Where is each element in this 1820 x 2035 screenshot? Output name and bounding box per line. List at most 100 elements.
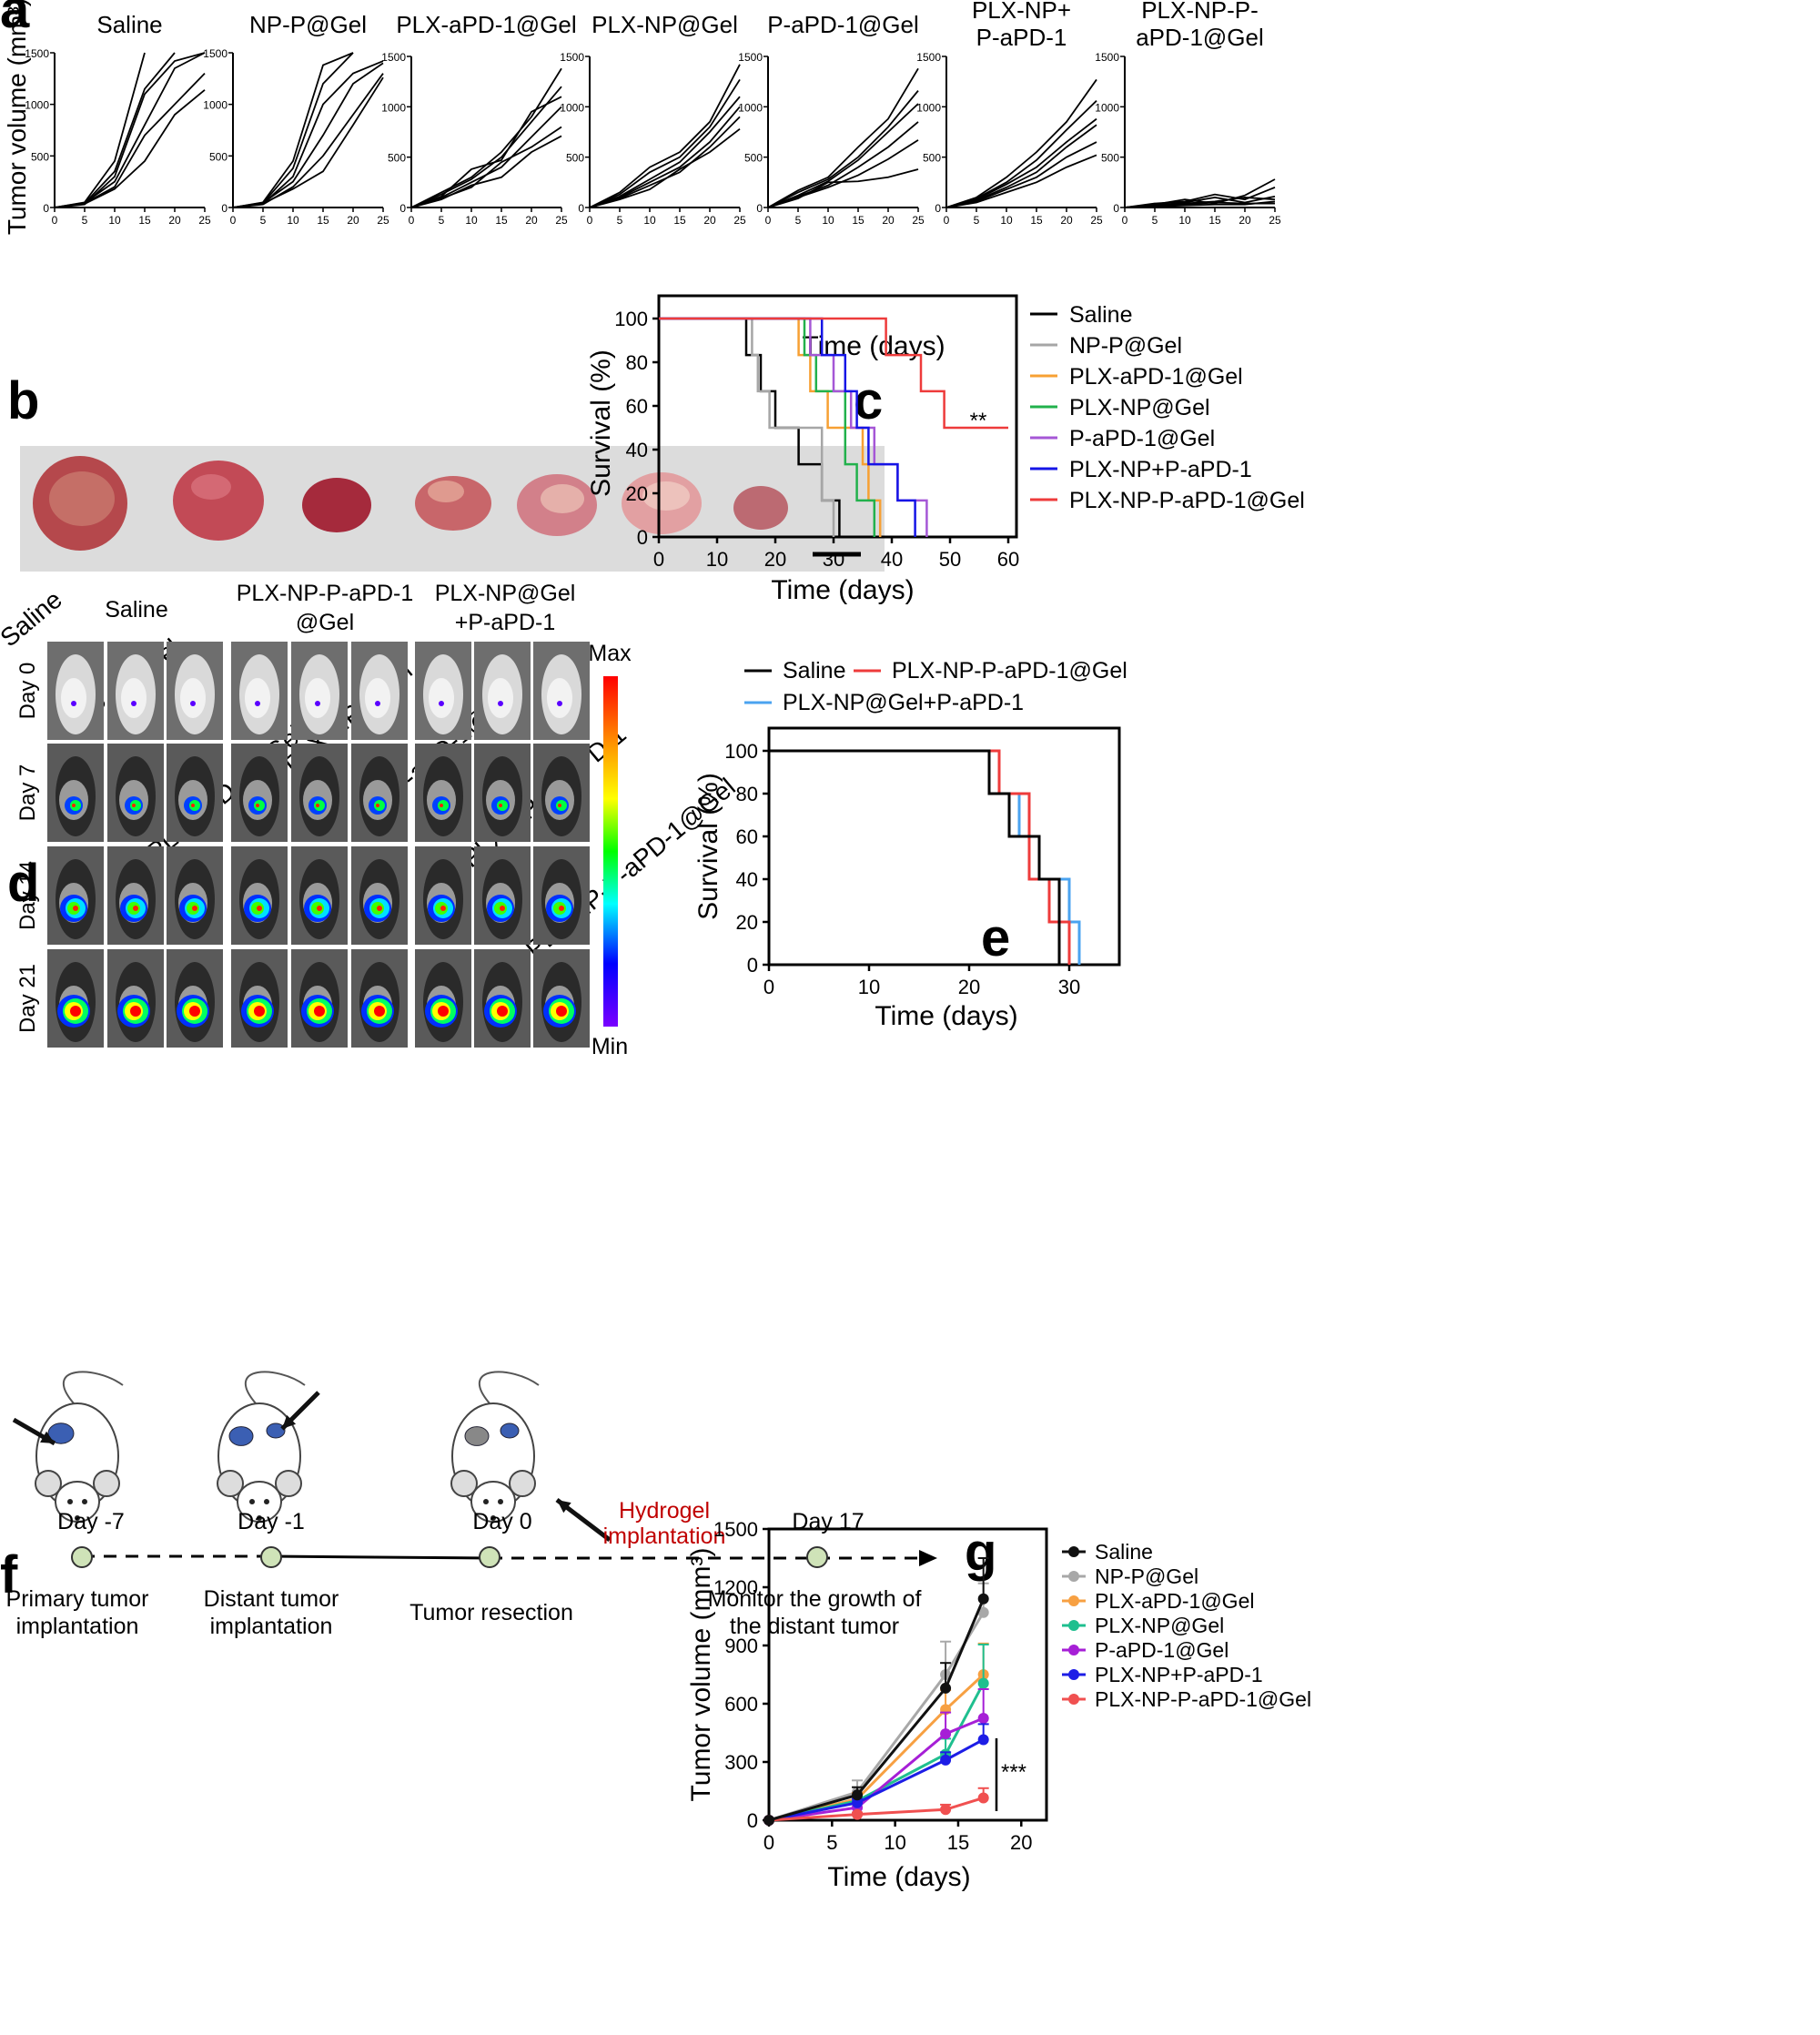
subplot-a-1: NP-P@Gel 0 500 1000 1500 0 5 10 15 20 25 <box>203 11 389 227</box>
legend-label: PLX-NP-P-aPD-1@Gel <box>1069 488 1305 513</box>
x-tick-label: 15 <box>947 1831 969 1854</box>
x-tick-label: 15 <box>852 214 864 227</box>
series-line-3 <box>232 62 384 208</box>
y-tick-label: 1000 <box>1095 101 1119 114</box>
x-tick-label: 25 <box>1269 214 1281 227</box>
x-tick-label: 0 <box>653 548 664 571</box>
series-line-3 <box>1124 197 1276 208</box>
mouse-belly <box>365 678 390 718</box>
mouse-illustration <box>35 1371 124 1523</box>
bioluminescence-signal <box>133 906 138 911</box>
timeline-description-line: the distant tumor <box>730 1614 899 1639</box>
x-tick-label: 25 <box>377 214 389 227</box>
series-line-1 <box>589 78 741 208</box>
growth-line-2 <box>768 1673 985 1822</box>
tumor-plx-np-p-apd1-gel <box>733 486 788 530</box>
panel-letter-d: d <box>7 854 39 913</box>
mouse-eye <box>483 1499 489 1504</box>
plot-frame <box>767 726 1121 967</box>
x-tick-label: 15 <box>1030 214 1043 227</box>
y-tick-label: 1000 <box>560 101 584 114</box>
y-tick-label: 40 <box>626 439 648 461</box>
x-tick-label: 15 <box>1208 214 1221 227</box>
x-tick-label: 0 <box>587 214 593 227</box>
group-title-line: PLX-NP-P-aPD-1 <box>237 581 414 606</box>
timeline-description: Distant tumor implantation <box>204 1586 339 1639</box>
panel-letter-b: b <box>7 371 39 430</box>
data-point <box>852 1797 864 1808</box>
timeline-description-line: implantation <box>16 1614 139 1639</box>
data-point <box>977 1677 989 1689</box>
timeline-day: Day -1 <box>238 1509 305 1534</box>
series-line-3 <box>945 124 1097 208</box>
y-tick-label: 0 <box>637 526 648 549</box>
subplot-a-4: P-aPD-1@Gel 0 500 1000 1500 0 5 10 15 20 25 <box>738 11 925 227</box>
mouse-image <box>415 949 471 1048</box>
data-point <box>977 1713 989 1724</box>
y-axis-label: Survival (%) <box>586 349 616 497</box>
x-tick-label: 0 <box>763 1831 774 1854</box>
bioluminescence-signal <box>131 701 136 706</box>
panel-letter-g: g <box>965 1523 996 1582</box>
x-tick-label: 25 <box>912 214 925 227</box>
x-tick-label: 10 <box>287 214 299 227</box>
y-tick-label: 1000 <box>916 101 941 114</box>
data-point <box>977 1792 989 1804</box>
data-point <box>977 1734 989 1746</box>
subplot-title: PLX-aPD-1@Gel <box>396 11 576 38</box>
x-tick-label: 20 <box>347 214 359 227</box>
bioluminescence-signal <box>315 701 320 706</box>
series-line-0 <box>589 64 741 208</box>
color-scale-min: Min <box>592 1034 628 1059</box>
y-tick-label: 0 <box>747 954 758 977</box>
x-tick-label: 15 <box>138 214 151 227</box>
mouse-image <box>533 744 590 842</box>
bioluminescence-signal <box>190 701 196 706</box>
tumor-photo <box>33 456 861 557</box>
panel-letter-f: f <box>0 1545 18 1605</box>
x-tick-label: 10 <box>1000 214 1013 227</box>
series-line-2 <box>589 96 741 208</box>
timeline-arrowhead <box>919 1550 937 1566</box>
y-tick-label: 0 <box>935 202 941 215</box>
series-line-3 <box>410 106 562 208</box>
x-tick-label: 60 <box>997 548 1019 571</box>
panel-letter-e: e <box>981 908 1010 967</box>
data-point <box>977 1593 989 1605</box>
x-tick-label: 5 <box>795 214 802 227</box>
mouse-belly <box>245 678 270 718</box>
bioluminescence-signal <box>557 701 562 706</box>
timeline-node <box>479 1546 500 1568</box>
mouse-image <box>231 642 288 740</box>
mouse-image <box>107 744 164 842</box>
row-label: Day 21 <box>15 964 40 1033</box>
growth-line-1 <box>768 1611 985 1822</box>
y-tick-label: 1500 <box>560 51 584 64</box>
timeline-description: Tumor resection <box>410 1600 573 1625</box>
tumor-plx-apd1-gel <box>302 478 371 532</box>
bioluminescence-signal <box>438 1006 449 1017</box>
legend-label: Saline <box>1069 302 1133 328</box>
x-tick-label: 0 <box>230 214 237 227</box>
y-tick-label: 0 <box>578 202 584 215</box>
x-tick-label: 5 <box>1152 214 1158 227</box>
x-tick-label: 25 <box>1090 214 1103 227</box>
legend-label: PLX-NP-P-aPD-1@Gel <box>1095 1687 1311 1711</box>
mouse-image <box>474 846 531 945</box>
mouse-belly <box>547 678 572 718</box>
x-tick-label: 10 <box>465 214 478 227</box>
row-label: Day 7 <box>15 764 40 822</box>
mouse-belly <box>121 678 147 718</box>
mouse-image <box>167 846 223 945</box>
legend-label: PLX-NP@Gel <box>1069 395 1210 420</box>
y-tick-label: 0 <box>756 202 763 215</box>
survival-line-2 <box>769 749 1081 965</box>
series-line-2 <box>945 117 1097 208</box>
timeline-description-line: implantation <box>210 1614 333 1639</box>
arrow-hydrogel-head <box>557 1500 571 1514</box>
x-tick-label: 0 <box>763 976 774 998</box>
plot-frame <box>657 294 1018 539</box>
bioluminescence-signal <box>130 1006 141 1017</box>
x-tick-label: 15 <box>317 214 329 227</box>
legend-marker <box>1068 1620 1079 1631</box>
